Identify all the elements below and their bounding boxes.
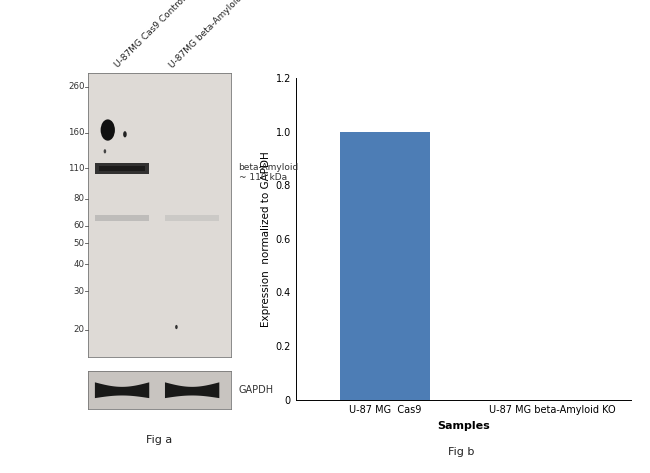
Text: 40: 40 [73,260,84,269]
Bar [95,163,150,174]
Text: GAPDH: GAPDH [239,385,274,395]
Text: 60: 60 [73,221,84,230]
Text: 260: 260 [68,82,84,91]
X-axis label: Samples: Samples [437,421,489,431]
Text: 160: 160 [68,128,84,137]
Text: 110: 110 [68,164,84,173]
Text: 80: 80 [73,194,84,203]
Ellipse shape [175,325,177,329]
Text: 20: 20 [73,325,84,334]
Text: 30: 30 [73,287,84,296]
Y-axis label: Expression  normalized to GAPDH: Expression normalized to GAPDH [261,151,271,327]
Ellipse shape [103,149,106,153]
Text: 50: 50 [73,238,84,247]
Text: Fig a: Fig a [146,435,172,445]
Bar [341,131,430,400]
Text: Fig b: Fig b [448,447,474,457]
Ellipse shape [123,131,127,138]
Text: U-87MG Cas9 Control: U-87MG Cas9 Control [113,0,188,70]
Bar [99,166,145,172]
Bar [165,215,219,221]
Text: beta-Amyloid
~ 110 kDa: beta-Amyloid ~ 110 kDa [239,163,299,183]
Text: U-87MG beta-Amyloid KO: U-87MG beta-Amyloid KO [167,0,254,70]
Ellipse shape [101,119,115,140]
Bar [95,215,150,221]
